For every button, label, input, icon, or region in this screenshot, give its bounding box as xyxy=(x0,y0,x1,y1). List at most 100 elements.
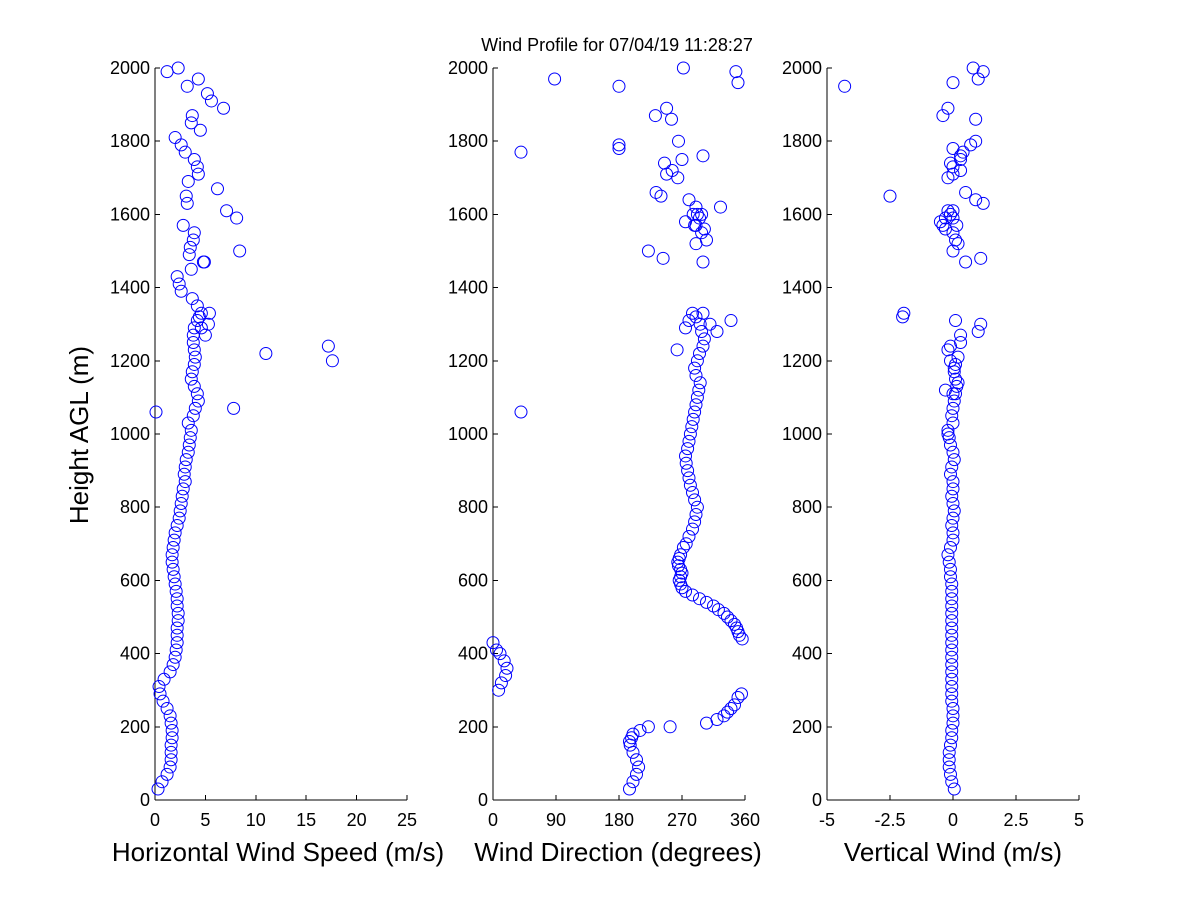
vertical-data-point xyxy=(947,782,961,796)
speed-data-point xyxy=(194,306,208,320)
direction-x-axis-label: Wind Direction (degrees) xyxy=(474,837,762,867)
vertical-data-point xyxy=(943,156,957,170)
speed-data-point xyxy=(178,145,192,159)
vertical-data-point xyxy=(942,745,956,759)
speed-data-point xyxy=(181,174,195,188)
direction-data-point xyxy=(630,753,643,767)
direction-data-point xyxy=(612,79,626,93)
speed-data-point xyxy=(186,336,200,349)
direction-y-tick-label: 400 xyxy=(458,644,488,664)
speed-data-point xyxy=(176,482,190,496)
vertical-data-point xyxy=(946,482,960,496)
vertical-x-axis-label: Vertical Wind (m/s) xyxy=(844,837,1062,867)
direction-data-point xyxy=(654,189,668,203)
direction-data-point xyxy=(682,471,696,485)
direction-data-point xyxy=(641,244,655,258)
vertical-data-point xyxy=(949,372,963,386)
direction-data-point xyxy=(679,215,692,229)
speed-data-point xyxy=(233,244,247,258)
vertical-data-point xyxy=(951,376,965,390)
direction-data-point xyxy=(548,72,562,86)
vertical-data-point xyxy=(969,134,983,148)
vertical-data-point xyxy=(945,489,959,503)
direction-data-point xyxy=(724,702,738,715)
direction-data-point xyxy=(682,434,696,448)
vertical-data-point xyxy=(945,628,959,642)
speed-data-point xyxy=(170,636,184,650)
vertical-data-point xyxy=(946,226,960,240)
direction-data-point xyxy=(731,691,745,705)
speed-data-point xyxy=(168,526,182,540)
vertical-y-tick-label: 800 xyxy=(792,497,822,517)
direction-data-point xyxy=(697,332,711,346)
vertical-data-point xyxy=(883,189,897,203)
speed-data-point xyxy=(187,379,201,393)
speed-x-tick-label: 10 xyxy=(246,810,266,830)
vertical-data-point xyxy=(971,325,985,339)
speed-y-tick-label: 1200 xyxy=(110,351,150,371)
direction-data-point xyxy=(493,647,507,661)
direction-data-point xyxy=(696,149,710,163)
vertical-y-tick-label: 1600 xyxy=(782,204,822,224)
speed-data-point xyxy=(188,401,202,415)
speed-data-point xyxy=(149,405,163,419)
speed-data-point xyxy=(151,782,165,796)
speed-data-point xyxy=(182,248,196,262)
vertical-data-point xyxy=(946,142,960,156)
direction-data-point xyxy=(630,767,643,781)
figure-title: Wind Profile for 07/04/19 11:28:27 xyxy=(481,35,753,55)
speed-data-point xyxy=(170,621,184,635)
direction-y-tick-label: 1600 xyxy=(448,204,488,224)
vertical-data-point xyxy=(946,475,960,489)
speed-data-point xyxy=(178,475,192,489)
vertical-data-point xyxy=(942,753,956,767)
vertical-data-point xyxy=(945,606,959,620)
vertical-data-point xyxy=(945,694,959,708)
direction-data-point xyxy=(686,486,699,500)
speed-data-point xyxy=(177,467,191,481)
direction-y-tick-label: 1000 xyxy=(448,424,488,444)
speed-data-point xyxy=(184,423,198,437)
direction-data-point xyxy=(686,522,699,536)
direction-data-point xyxy=(612,142,626,156)
vertical-data-point xyxy=(950,218,964,232)
vertical-data-point xyxy=(945,658,959,672)
direction-y-tick-label: 800 xyxy=(458,497,488,517)
direction-data-point xyxy=(700,233,713,247)
speed-data-point xyxy=(172,511,186,525)
vertical-data-point xyxy=(946,160,960,174)
speed-data-point xyxy=(188,350,202,364)
speed-data-point xyxy=(172,277,186,291)
direction-y-tick-label: 1800 xyxy=(448,131,488,151)
direction-data-point xyxy=(707,599,720,613)
speed-data-point xyxy=(184,372,198,386)
direction-data-point xyxy=(683,478,697,492)
direction-data-point xyxy=(514,405,528,419)
vertical-y-tick-label: 1800 xyxy=(782,131,822,151)
speed-data-point xyxy=(174,497,188,511)
speed-data-point xyxy=(165,731,179,745)
vertical-y-tick-label: 600 xyxy=(792,570,822,590)
vertical-panel: -5 -2.5 0 2.5 5 0 200 400 600 800 1000 1200 1400 1600… xyxy=(782,58,1084,867)
speed-data-point xyxy=(166,562,180,576)
vertical-points xyxy=(838,61,990,796)
speed-data-point xyxy=(190,387,204,401)
direction-data-point xyxy=(714,200,727,214)
direction-data-point xyxy=(689,310,703,324)
speed-data-point xyxy=(170,592,184,606)
direction-data-point xyxy=(717,709,731,723)
speed-data-point xyxy=(180,79,194,93)
speed-data-point xyxy=(210,182,224,196)
direction-data-point xyxy=(721,610,734,624)
direction-ticks: 0 90 180 270 360 0 200 400 600 800 1000 1200 1400 160… xyxy=(448,58,760,830)
vertical-data-point xyxy=(946,709,960,723)
direction-data-point xyxy=(729,65,743,79)
speed-data-point xyxy=(164,745,178,759)
direction-data-point xyxy=(692,383,706,397)
vertical-data-point xyxy=(946,526,960,540)
vertical-data-point xyxy=(945,592,959,606)
direction-data-point xyxy=(633,723,647,737)
direction-data-point xyxy=(658,156,671,170)
direction-data-point xyxy=(688,493,702,507)
speed-data-point xyxy=(160,767,174,781)
